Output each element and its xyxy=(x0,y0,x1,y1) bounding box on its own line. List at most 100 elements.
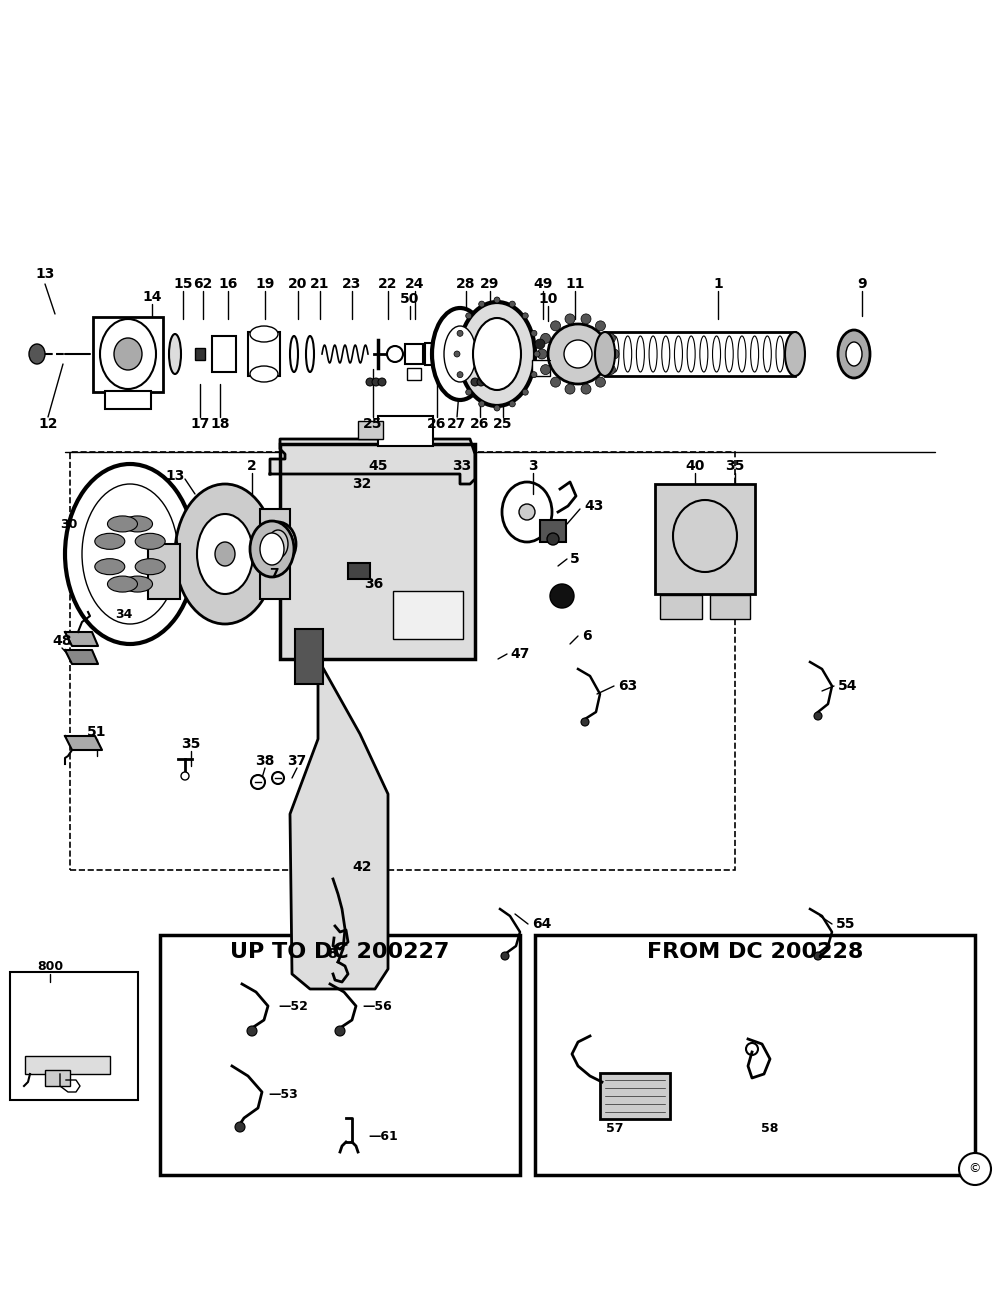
Circle shape xyxy=(466,313,472,319)
Circle shape xyxy=(479,401,485,407)
Ellipse shape xyxy=(123,576,153,593)
Text: 64: 64 xyxy=(532,917,551,932)
Text: 25: 25 xyxy=(363,417,383,431)
Text: 35: 35 xyxy=(725,459,745,473)
Circle shape xyxy=(531,330,537,336)
Polygon shape xyxy=(270,439,475,484)
Ellipse shape xyxy=(29,344,45,364)
Bar xyxy=(378,417,433,445)
Ellipse shape xyxy=(175,484,275,624)
Circle shape xyxy=(335,1026,345,1035)
Ellipse shape xyxy=(260,522,296,566)
Circle shape xyxy=(550,583,574,608)
Circle shape xyxy=(547,533,559,545)
Bar xyxy=(295,629,323,685)
Ellipse shape xyxy=(564,340,592,368)
Text: 37: 37 xyxy=(287,754,307,767)
Circle shape xyxy=(366,378,374,386)
Text: 9: 9 xyxy=(857,277,867,290)
Text: 800: 800 xyxy=(37,959,63,972)
Ellipse shape xyxy=(95,533,125,549)
Circle shape xyxy=(541,334,551,343)
Circle shape xyxy=(522,389,528,396)
Text: FROM DC 200228: FROM DC 200228 xyxy=(647,942,863,962)
Ellipse shape xyxy=(95,558,125,574)
Text: 33: 33 xyxy=(452,459,472,473)
Text: 21: 21 xyxy=(310,277,330,290)
Circle shape xyxy=(541,364,551,374)
Circle shape xyxy=(551,321,561,331)
Bar xyxy=(105,392,151,409)
Ellipse shape xyxy=(473,318,521,390)
Text: —61: —61 xyxy=(368,1130,398,1142)
Text: 48: 48 xyxy=(52,633,72,648)
Ellipse shape xyxy=(548,325,608,384)
Text: 10: 10 xyxy=(538,292,558,306)
Ellipse shape xyxy=(100,319,156,389)
Text: 17: 17 xyxy=(190,417,210,431)
Ellipse shape xyxy=(785,332,805,376)
Text: 24: 24 xyxy=(405,277,425,290)
Text: 22: 22 xyxy=(378,277,398,290)
Ellipse shape xyxy=(215,541,235,566)
Text: 13: 13 xyxy=(165,469,185,484)
Circle shape xyxy=(378,378,386,386)
Ellipse shape xyxy=(268,530,288,558)
Bar xyxy=(148,544,180,599)
Text: —56: —56 xyxy=(362,1000,392,1013)
Bar xyxy=(535,936,975,1175)
Text: 6: 6 xyxy=(582,629,592,643)
Text: 2: 2 xyxy=(247,459,257,473)
Circle shape xyxy=(522,313,528,319)
Bar xyxy=(710,595,750,619)
Text: 7: 7 xyxy=(269,568,279,581)
Circle shape xyxy=(531,372,537,377)
Circle shape xyxy=(272,773,284,784)
Text: 18: 18 xyxy=(210,417,230,431)
Circle shape xyxy=(581,717,589,727)
Circle shape xyxy=(466,389,472,396)
Circle shape xyxy=(595,321,605,331)
Bar xyxy=(358,420,383,439)
Ellipse shape xyxy=(387,346,403,361)
Text: 62: 62 xyxy=(193,277,213,290)
Text: 23: 23 xyxy=(342,277,362,290)
Text: 13: 13 xyxy=(35,267,55,281)
Circle shape xyxy=(479,301,485,307)
Circle shape xyxy=(519,505,535,520)
Text: 63: 63 xyxy=(618,679,637,692)
Ellipse shape xyxy=(169,334,181,374)
Ellipse shape xyxy=(107,516,137,532)
Circle shape xyxy=(537,350,547,359)
Ellipse shape xyxy=(65,464,195,644)
Circle shape xyxy=(494,405,500,411)
Bar xyxy=(10,972,138,1100)
Text: 11: 11 xyxy=(565,277,585,290)
Text: 45: 45 xyxy=(368,459,388,473)
Bar xyxy=(605,332,795,376)
Bar xyxy=(600,1074,670,1120)
Text: 30: 30 xyxy=(61,518,78,531)
Text: ©: © xyxy=(969,1163,981,1176)
Circle shape xyxy=(509,401,515,407)
Text: 14: 14 xyxy=(142,290,162,304)
Circle shape xyxy=(501,953,509,961)
Ellipse shape xyxy=(838,330,870,378)
Ellipse shape xyxy=(306,336,314,372)
Ellipse shape xyxy=(135,533,165,549)
Ellipse shape xyxy=(432,307,488,399)
Ellipse shape xyxy=(595,332,615,376)
Ellipse shape xyxy=(290,336,298,372)
Bar xyxy=(660,595,702,619)
Text: 50: 50 xyxy=(400,292,420,306)
Ellipse shape xyxy=(250,326,278,342)
Text: 12: 12 xyxy=(38,417,58,431)
Circle shape xyxy=(605,334,615,343)
Bar xyxy=(655,484,755,594)
Circle shape xyxy=(454,351,460,357)
Text: 54: 54 xyxy=(838,679,858,692)
Ellipse shape xyxy=(107,576,137,593)
Bar xyxy=(93,317,163,392)
Bar xyxy=(348,562,370,579)
Bar xyxy=(540,520,566,541)
